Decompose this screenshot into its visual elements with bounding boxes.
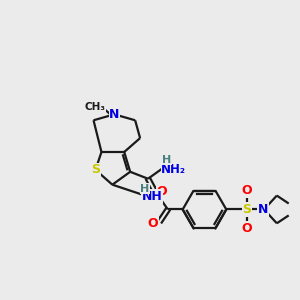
- Text: O: O: [242, 222, 252, 235]
- Text: H: H: [140, 184, 150, 194]
- Text: S: S: [243, 203, 252, 216]
- Text: H: H: [162, 155, 172, 165]
- Text: NH₂: NH₂: [161, 163, 186, 176]
- Text: N: N: [258, 203, 268, 216]
- Text: O: O: [157, 185, 167, 198]
- Text: O: O: [148, 217, 158, 230]
- Text: NH: NH: [142, 190, 162, 203]
- Text: CH₃: CH₃: [84, 102, 105, 112]
- Text: O: O: [242, 184, 252, 197]
- Text: N: N: [109, 108, 119, 121]
- Text: S: S: [91, 163, 100, 176]
